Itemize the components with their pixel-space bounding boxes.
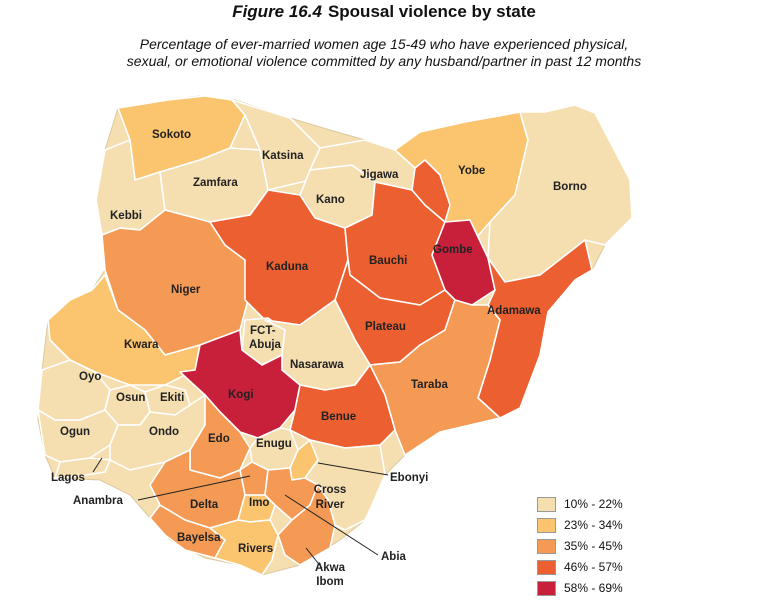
label-ibom: Ibom <box>316 576 343 588</box>
label-bayelsa: Bayelsa <box>177 532 221 544</box>
legend-swatch <box>537 517 556 533</box>
leader-ebonyi <box>317 462 389 476</box>
label-abia: Abia <box>381 551 407 563</box>
label-edo: Edo <box>208 433 230 445</box>
state-benue[interactable] <box>289 364 396 449</box>
label-imo: Imo <box>249 497 269 509</box>
subtitle-line-1: Percentage of ever-married women age 15-… <box>139 36 629 52</box>
legend-item: 10% - 22% <box>537 494 623 514</box>
state-katsina[interactable] <box>231 99 321 191</box>
figure-subtitle: Percentage of ever-married women age 15-… <box>0 36 768 70</box>
label-niger: Niger <box>171 284 201 296</box>
label-borno: Borno <box>553 181 587 193</box>
leader-akwa-ibom <box>305 547 323 569</box>
state-lagos[interactable] <box>54 457 111 479</box>
label-gombe: Gombe <box>433 244 473 256</box>
label-osun: Osun <box>116 392 145 404</box>
label-yobe: Yobe <box>458 165 485 177</box>
state-adamawa[interactable] <box>477 239 593 419</box>
state-abia[interactable] <box>264 467 319 521</box>
label-ondo: Ondo <box>149 426 179 438</box>
state-akwa-ibom[interactable] <box>277 484 336 566</box>
label-jigawa: Jigawa <box>360 169 399 181</box>
figure-number: Figure 16.4 <box>232 2 322 21</box>
legend-swatch <box>537 538 556 554</box>
label-ogun: Ogun <box>60 426 90 438</box>
legend-label: 10% - 22% <box>564 497 623 511</box>
label-enugu: Enugu <box>256 438 292 450</box>
legend-label: 46% - 57% <box>564 560 623 574</box>
subtitle-line-2: sexual, or emotional violence committed … <box>126 53 642 69</box>
label-oyo: Oyo <box>79 371 101 383</box>
leader-anambra <box>137 475 251 501</box>
label-taraba: Taraba <box>411 379 448 391</box>
label-zamfara: Zamfara <box>193 177 238 189</box>
label-adamawa: Adamawa <box>487 305 541 317</box>
legend-item: 58% - 69% <box>537 578 623 598</box>
legend-label: 35% - 45% <box>564 539 623 553</box>
state-jigawa-east[interactable] <box>411 159 451 223</box>
legend-label: 58% - 69% <box>564 581 623 595</box>
state-kogi[interactable] <box>179 329 301 439</box>
label-plateau: Plateau <box>365 321 406 333</box>
label-kebbi: Kebbi <box>110 210 142 222</box>
figure-title-text: Spousal violence by state <box>327 2 536 21</box>
leader-lagos <box>92 457 103 473</box>
label-fct: FCT- <box>250 325 276 337</box>
figure-title: Figure 16.4 Spousal violence by state <box>0 2 768 22</box>
label-benue: Benue <box>321 411 356 423</box>
label-cross: Cross <box>314 484 347 496</box>
legend-item: 46% - 57% <box>537 557 623 577</box>
legend-item: 23% - 34% <box>537 515 623 535</box>
label-katsina: Katsina <box>262 150 304 162</box>
leader-abia <box>284 494 379 556</box>
legend-swatch <box>537 559 556 575</box>
label-ebonyi: Ebonyi <box>390 472 428 484</box>
label-nasarawa: Nasarawa <box>290 359 344 371</box>
label-delta: Delta <box>190 499 219 511</box>
label-anambra: Anambra <box>73 495 123 507</box>
label-lagos: Lagos <box>51 472 85 484</box>
label-kwara: Kwara <box>124 339 159 351</box>
label-sokoto: Sokoto <box>152 129 191 141</box>
state-rivers[interactable] <box>209 519 279 576</box>
legend-item: 35% - 45% <box>537 536 623 556</box>
label-kogi: Kogi <box>228 389 254 401</box>
label-river: River <box>316 499 345 511</box>
label-rivers: Rivers <box>238 543 273 555</box>
map-legend: 10% - 22% 23% - 34% 35% - 45% 46% - 57% … <box>537 494 623 599</box>
label-abuja: Abuja <box>249 339 282 351</box>
legend-swatch <box>537 496 556 512</box>
label-akwa: Akwa <box>315 562 346 574</box>
label-ekiti: Ekiti <box>160 392 184 404</box>
label-bauchi: Bauchi <box>369 255 407 267</box>
label-kaduna: Kaduna <box>266 261 309 273</box>
legend-swatch <box>537 580 556 596</box>
label-kano: Kano <box>316 194 345 206</box>
legend-label: 23% - 34% <box>564 518 623 532</box>
